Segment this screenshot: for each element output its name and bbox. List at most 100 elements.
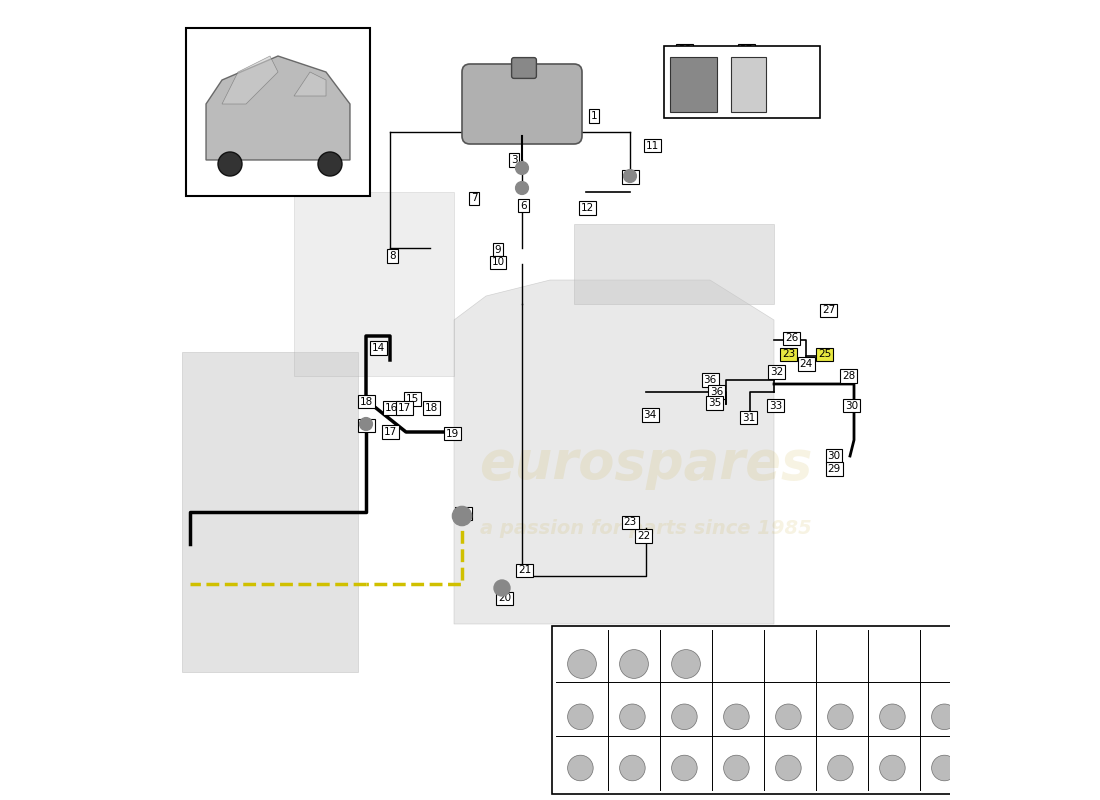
Text: 16: 16 <box>385 403 398 413</box>
Circle shape <box>776 755 801 781</box>
Circle shape <box>619 755 646 781</box>
Circle shape <box>568 704 593 730</box>
Circle shape <box>827 704 854 730</box>
Text: 7: 7 <box>471 194 477 203</box>
Text: 18: 18 <box>425 403 438 413</box>
Text: 34: 34 <box>644 410 657 420</box>
Text: 36: 36 <box>703 375 716 385</box>
Circle shape <box>619 650 648 678</box>
Circle shape <box>624 170 637 182</box>
Text: 3: 3 <box>510 155 517 165</box>
Text: 12: 12 <box>624 172 637 182</box>
Text: 5: 5 <box>510 95 517 105</box>
Polygon shape <box>294 72 326 96</box>
Text: 4: 4 <box>889 746 895 755</box>
Text: 30: 30 <box>827 451 840 461</box>
Polygon shape <box>222 56 278 104</box>
Text: 3: 3 <box>942 746 947 755</box>
Polygon shape <box>574 224 774 304</box>
Text: 23: 23 <box>782 694 794 704</box>
Text: 19: 19 <box>446 429 459 438</box>
Text: 37: 37 <box>739 46 752 55</box>
Circle shape <box>672 704 697 730</box>
Text: 18: 18 <box>938 694 950 704</box>
Circle shape <box>452 506 472 526</box>
Text: a passion for parts since 1985: a passion for parts since 1985 <box>480 518 812 538</box>
Circle shape <box>932 704 957 730</box>
Text: 35: 35 <box>708 398 722 408</box>
Text: 13: 13 <box>456 509 470 518</box>
Text: 31: 31 <box>680 640 692 650</box>
Text: 29: 29 <box>827 464 840 474</box>
Polygon shape <box>454 280 774 624</box>
Text: 17: 17 <box>574 746 586 755</box>
Circle shape <box>776 704 801 730</box>
FancyBboxPatch shape <box>670 57 717 112</box>
Circle shape <box>516 182 528 194</box>
Text: 24: 24 <box>800 359 813 369</box>
Circle shape <box>827 755 854 781</box>
Text: 27: 27 <box>822 306 835 315</box>
Polygon shape <box>294 192 454 376</box>
Text: 17: 17 <box>384 427 397 437</box>
Text: 10: 10 <box>679 746 691 755</box>
Text: 26: 26 <box>785 334 799 343</box>
Polygon shape <box>182 352 358 672</box>
Text: 19: 19 <box>887 694 899 704</box>
FancyBboxPatch shape <box>663 46 821 118</box>
Text: 27: 27 <box>678 694 691 704</box>
Circle shape <box>568 650 596 678</box>
Text: 14: 14 <box>372 343 385 353</box>
Text: 12: 12 <box>626 746 639 755</box>
Text: 18: 18 <box>360 397 373 406</box>
Text: 8: 8 <box>389 251 396 261</box>
Circle shape <box>318 152 342 176</box>
FancyBboxPatch shape <box>730 57 766 112</box>
Text: 6: 6 <box>520 201 527 210</box>
Text: 30: 30 <box>574 694 586 704</box>
Circle shape <box>672 650 701 678</box>
Text: 23: 23 <box>624 518 637 527</box>
Text: 21: 21 <box>518 566 531 575</box>
Circle shape <box>724 704 749 730</box>
Text: 32: 32 <box>770 367 783 377</box>
Text: 1: 1 <box>591 111 597 121</box>
Text: 17: 17 <box>398 403 411 413</box>
FancyBboxPatch shape <box>186 28 370 196</box>
Circle shape <box>494 580 510 596</box>
Text: 16: 16 <box>360 421 373 430</box>
Text: 25: 25 <box>817 350 830 359</box>
Text: 28: 28 <box>626 694 639 704</box>
Text: 20: 20 <box>498 594 512 603</box>
Circle shape <box>880 704 905 730</box>
Text: 23: 23 <box>782 350 795 359</box>
Text: 7: 7 <box>785 746 792 755</box>
FancyBboxPatch shape <box>462 64 582 144</box>
Text: 36: 36 <box>710 387 723 397</box>
FancyBboxPatch shape <box>552 626 1015 794</box>
Text: 38: 38 <box>678 46 691 55</box>
Circle shape <box>516 162 528 174</box>
Text: eurospares: eurospares <box>480 438 813 490</box>
Text: 36: 36 <box>576 640 588 650</box>
FancyBboxPatch shape <box>512 58 537 78</box>
Text: 21: 21 <box>834 694 847 704</box>
Text: 31: 31 <box>741 413 755 422</box>
Text: 12: 12 <box>581 203 594 213</box>
Text: 28: 28 <box>842 371 855 381</box>
Circle shape <box>360 418 373 430</box>
Polygon shape <box>206 56 350 160</box>
Text: 33: 33 <box>769 401 782 410</box>
Text: 8: 8 <box>734 746 739 755</box>
Text: 4: 4 <box>478 79 485 89</box>
Text: 11: 11 <box>646 141 659 150</box>
Circle shape <box>932 755 957 781</box>
Circle shape <box>724 755 749 781</box>
Text: 33: 33 <box>628 640 640 650</box>
Text: 25: 25 <box>730 694 743 704</box>
Circle shape <box>568 755 593 781</box>
Text: 5: 5 <box>837 746 844 755</box>
Text: 2: 2 <box>566 67 573 77</box>
Text: 9: 9 <box>495 245 502 254</box>
Text: 15: 15 <box>406 394 419 404</box>
